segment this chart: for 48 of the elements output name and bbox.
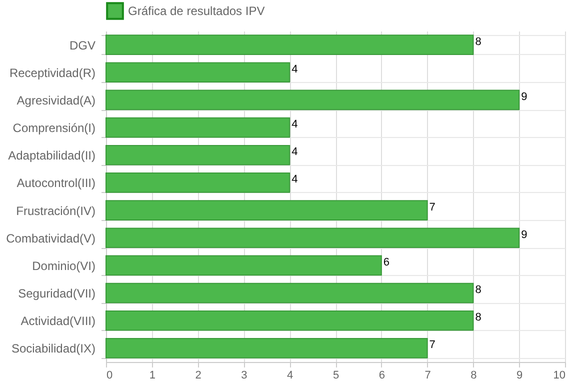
data-label: 8	[475, 36, 482, 48]
bar	[106, 34, 474, 55]
x-tick-label: 5	[332, 370, 340, 382]
y-tick-label: Agresividad(A)	[16, 93, 96, 108]
data-label: 4	[292, 174, 298, 186]
y-tick-label: Autocontrol(III)	[16, 176, 96, 190]
y-tick-label: Frustración(IV)	[16, 204, 96, 218]
x-tick-label: 8	[470, 370, 477, 382]
y-tick-label: Actividad(VIII)	[20, 314, 96, 328]
bar	[106, 62, 290, 83]
data-label: 4	[292, 63, 298, 76]
x-tick-label: 10	[553, 370, 566, 382]
x-tick-label: 4	[287, 370, 294, 382]
bar	[106, 90, 520, 110]
x-tick-label: 6	[378, 370, 385, 382]
y-tick-label: Dominio(VI)	[32, 258, 96, 273]
data-label: 4	[292, 118, 298, 131]
x-tick-label: 3	[241, 370, 248, 382]
bar	[106, 228, 520, 248]
data-label: 8	[475, 312, 482, 324]
y-tick-label: DGV	[69, 38, 96, 52]
x-tick-label: 7	[424, 370, 431, 382]
x-tick-label: 2	[195, 370, 202, 382]
bar	[106, 255, 382, 276]
data-label: 8	[475, 284, 482, 296]
x-tick-label: 1	[149, 370, 156, 382]
y-tick-label: Seguridad(VII)	[18, 286, 96, 301]
y-tick-label: Combatividad(V)	[6, 231, 96, 246]
bar	[106, 117, 290, 138]
bar	[106, 310, 474, 331]
data-label: 9	[521, 90, 528, 103]
bar	[106, 338, 428, 358]
y-tick-label: Adaptabilidad(II)	[8, 148, 96, 163]
y-tick-label: Receptividad(R)	[9, 66, 96, 80]
y-tick-label: Comprensión(I)	[12, 121, 96, 136]
data-label: 7	[429, 201, 436, 214]
bar	[106, 200, 428, 220]
legend-label: Gráfica de resultados IPV	[128, 4, 265, 18]
data-label: 6	[383, 256, 390, 268]
bar	[106, 144, 290, 166]
y-tick-label: Sociabilidad(IX)	[11, 342, 96, 356]
bar	[106, 172, 290, 193]
data-label: 7	[429, 339, 436, 352]
x-tick-label: 9	[516, 370, 523, 382]
data-label: 9	[521, 228, 528, 241]
bar	[106, 282, 474, 304]
data-label: 4	[292, 146, 298, 158]
x-tick-label: 0	[106, 370, 113, 382]
